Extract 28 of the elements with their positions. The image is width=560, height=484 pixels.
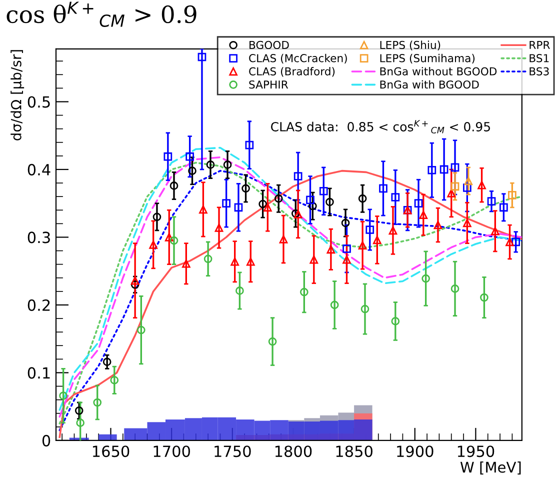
legend-label: BGOOD (250, 40, 289, 50)
legend-label: SAPHIR (249, 80, 288, 89)
y-tick-label: 0 (42, 434, 50, 446)
legend-label: CLAS (Bradford) (249, 67, 335, 77)
x-axis-title: W [MeV] (460, 461, 521, 474)
annotation: CLAS data: 0.85 < cos$^{K+}$$_{CM}$ < 0.95 (271, 120, 490, 134)
x-tick-label: 1800 (275, 446, 312, 458)
legend-label: BnGa without BGOOD (380, 67, 497, 76)
y-tick-label: 0.2 (28, 299, 50, 311)
y-axis-title: dσ/dΩ [μb/sr] (10, 50, 24, 140)
x-tick-label: 1850 (336, 446, 372, 458)
x-tick-label: 1650 (92, 446, 130, 458)
y-tick-label: 0.1 (28, 367, 50, 379)
chart-title: cos θ$^{K+}$$_{CM}$ > 0.9 (6, 2, 196, 27)
x-tick-label: 1700 (154, 446, 190, 458)
legend-label: LEPS (Shiu) (380, 40, 440, 50)
legend-label: LEPS (Sumihama) (380, 54, 475, 64)
x-tick-label: 1750 (214, 446, 251, 458)
legend-label: BnGa with BGOOD (380, 80, 479, 89)
legend-label: BS1 (530, 54, 549, 62)
y-tick-label: 0.3 (28, 232, 50, 244)
y-tick-label: 0.4 (28, 164, 50, 176)
legend-label: BS3 (530, 67, 549, 76)
y-tick-label: 0.5 (28, 96, 50, 108)
legend-label: RPR (530, 41, 550, 49)
x-tick-label: 1900 (397, 446, 434, 458)
x-tick-label: 1950 (458, 446, 494, 458)
legend-label: CLAS (McCracken) (249, 54, 347, 64)
